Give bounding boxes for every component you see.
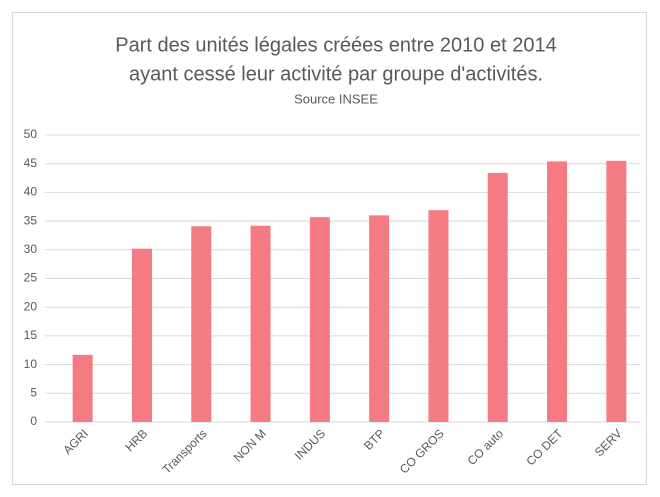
bar — [250, 225, 271, 422]
bar — [428, 210, 449, 422]
y-tick-label: 50 — [24, 127, 38, 141]
y-tick-label: 15 — [24, 328, 38, 342]
bar — [191, 226, 212, 422]
y-tick-label: 5 — [30, 385, 37, 399]
y-tick-label: 45 — [24, 156, 38, 170]
bar — [131, 248, 152, 422]
y-tick-label: 10 — [24, 357, 38, 371]
y-tick-label: 0 — [30, 414, 37, 428]
bar — [369, 215, 390, 422]
bar — [309, 217, 330, 422]
chart-subtitle: Source INSEE — [294, 91, 378, 106]
chart-title: Part des unités légales créées entre 201… — [115, 34, 556, 56]
y-tick-label: 20 — [24, 299, 38, 313]
y-tick-label: 35 — [24, 213, 38, 227]
y-tick-label: 25 — [24, 271, 38, 285]
y-tick-label: 30 — [24, 242, 38, 256]
bar — [606, 160, 627, 422]
bar — [487, 172, 508, 422]
y-tick-label: 40 — [24, 185, 38, 199]
bar — [547, 161, 568, 423]
bar — [72, 354, 93, 422]
chart-title: ayant cessé leur activité par groupe d'a… — [129, 63, 543, 85]
